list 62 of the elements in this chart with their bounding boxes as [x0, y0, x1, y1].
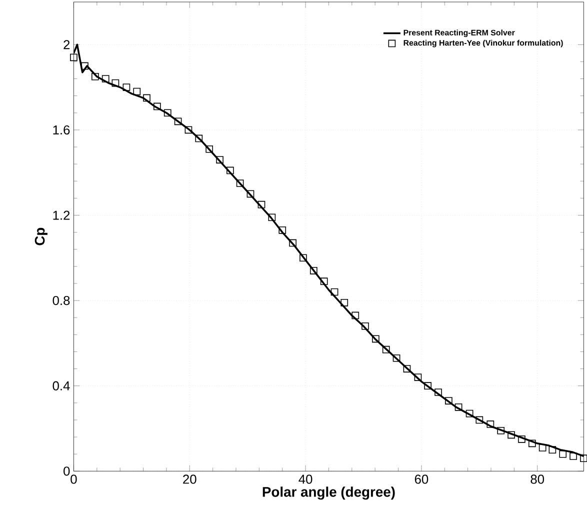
point — [184, 126, 192, 134]
point — [216, 156, 224, 164]
x-axis-title: Polar angle (degree) — [262, 486, 395, 500]
y-tick-label: 1.6 — [53, 125, 70, 135]
point — [133, 88, 141, 96]
point — [518, 436, 526, 443]
y-axis-title: Cp — [34, 228, 48, 246]
x-tick-label: 20 — [183, 474, 196, 484]
point — [486, 420, 494, 428]
point — [528, 440, 536, 448]
point — [454, 404, 462, 411]
x-tick-label: 0 — [70, 474, 77, 484]
point — [268, 214, 276, 222]
point — [91, 72, 99, 80]
point — [570, 452, 577, 460]
point — [476, 416, 484, 424]
point — [392, 354, 400, 362]
point — [466, 410, 474, 418]
point — [70, 54, 78, 62]
point — [154, 102, 161, 110]
point — [310, 267, 318, 274]
point — [278, 226, 286, 234]
point — [382, 346, 390, 354]
point — [122, 84, 130, 91]
y-tick-label: 1.2 — [53, 210, 70, 220]
point — [258, 200, 266, 208]
point — [340, 299, 348, 306]
point — [372, 335, 380, 343]
point — [195, 134, 203, 142]
point — [226, 166, 234, 174]
x-tick-label: 40 — [298, 474, 312, 484]
point — [548, 446, 556, 454]
point — [403, 365, 411, 372]
point — [206, 145, 214, 153]
point — [508, 431, 515, 439]
point — [289, 239, 296, 247]
y-tick-label: 0.4 — [52, 381, 70, 390]
point — [246, 190, 254, 198]
point — [352, 312, 360, 320]
point — [424, 382, 432, 390]
point — [81, 62, 88, 70]
point — [300, 254, 307, 262]
point — [538, 444, 546, 452]
point — [102, 75, 110, 82]
point — [236, 180, 244, 187]
point — [174, 118, 182, 126]
x-tick-label: 60 — [414, 474, 428, 484]
point — [362, 322, 369, 330]
point — [497, 426, 505, 434]
y-tick-label: 0.8 — [52, 296, 70, 306]
point — [143, 94, 150, 102]
point — [434, 388, 442, 396]
point — [112, 79, 120, 87]
point — [330, 288, 338, 296]
point — [320, 278, 328, 286]
x-tick-label: 80 — [530, 474, 544, 484]
point — [164, 109, 172, 117]
point — [559, 450, 567, 458]
point — [414, 374, 422, 382]
y-tick-label: 2 — [64, 40, 70, 50]
point — [445, 397, 452, 404]
y-tick-label: 0 — [64, 466, 70, 476]
